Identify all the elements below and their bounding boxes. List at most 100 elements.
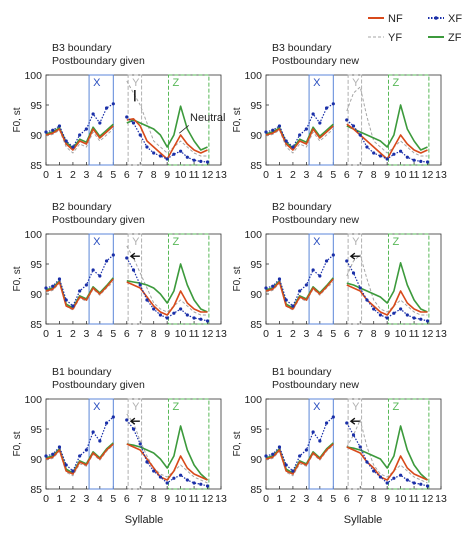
series-xf (264, 253, 430, 323)
xf-point (291, 304, 295, 308)
x-tick-label: 13 (215, 328, 227, 340)
legend-label: XF (448, 13, 462, 25)
series-zf (265, 104, 428, 151)
focus-box-x (88, 398, 114, 490)
series-nf (45, 278, 208, 316)
xf-point (131, 427, 136, 431)
xf-point (131, 121, 136, 125)
panel-subtitle: Postboundary new (272, 55, 359, 67)
y-tick-label: 90 (30, 289, 42, 301)
x-tick-label: 3 (303, 169, 309, 181)
x-tick-label: 5 (110, 169, 116, 181)
series-line-zf (265, 442, 334, 474)
xf-point (185, 313, 189, 317)
x-tick-label: 6 (124, 328, 130, 340)
xf-point (192, 316, 196, 320)
x-tick-label: 5 (330, 493, 336, 505)
series-line-nf (346, 446, 428, 481)
xf-point (172, 476, 176, 480)
xf-point (277, 445, 282, 449)
series-line-nf (126, 118, 208, 160)
x-tick-label: 5 (330, 169, 336, 181)
xf-point (51, 452, 55, 456)
xf-point (78, 454, 82, 458)
xf-point (351, 124, 356, 128)
xf-point (298, 454, 302, 458)
x-tick-label: 2 (70, 328, 76, 340)
y-axis-label: F0, st (232, 107, 243, 132)
x-tick-label: 0 (43, 169, 49, 181)
xf-point (304, 283, 308, 287)
focus-box-label: Z (393, 77, 400, 89)
xf-point (179, 149, 183, 153)
xf-point (179, 473, 183, 477)
focus-box-y (347, 233, 363, 325)
series-line-yf (265, 444, 334, 477)
xf-point (158, 475, 163, 479)
xf-point (345, 421, 349, 425)
xf-point (71, 145, 75, 149)
x-tick-label: 13 (215, 169, 227, 181)
x-tick-label: 9 (164, 493, 170, 505)
x-tick-label: 6 (344, 328, 350, 340)
x-tick-label: 7 (357, 328, 363, 340)
xf-point (324, 106, 329, 110)
xf-point (158, 154, 163, 158)
xf-point (104, 421, 109, 425)
arrow-icon (129, 417, 140, 425)
x-tick-label: 11 (189, 493, 200, 505)
focus-box-label: Z (173, 401, 180, 413)
y-axis-label: F0, st (232, 266, 243, 291)
series-line-yf (265, 128, 334, 154)
series-line-yf (126, 413, 208, 484)
focus-box-label: Z (393, 401, 400, 413)
x-tick-label: 10 (395, 493, 407, 505)
x-tick-label: 7 (137, 493, 143, 505)
xf-point (57, 124, 62, 128)
x-tick-label: 2 (290, 328, 296, 340)
series-line-zf (265, 123, 334, 149)
focus-box-z (168, 398, 210, 490)
xf-point (91, 112, 95, 116)
series-line-zf (126, 263, 208, 313)
legend-label: NF (388, 13, 403, 25)
focus-box-z (388, 74, 430, 166)
series-yf (45, 413, 208, 484)
y-tick-label: 90 (30, 454, 42, 466)
panel-subtitle: Postboundary new (272, 379, 359, 391)
focus-box-y (127, 233, 143, 325)
xf-point (111, 415, 115, 419)
xf-point (378, 475, 383, 479)
xf-point (158, 313, 163, 317)
arrow-icon (349, 252, 360, 260)
xf-point (179, 307, 183, 311)
x-tick-label: 6 (344, 493, 350, 505)
x-tick-label: 1 (277, 493, 283, 505)
x-tick-label: 9 (384, 169, 390, 181)
x-tick-label: 1 (277, 328, 283, 340)
xf-point (331, 102, 335, 106)
xf-point (365, 460, 369, 464)
series-zf (45, 105, 208, 151)
xf-point (358, 286, 362, 290)
focus-box-z (388, 398, 430, 490)
series-line-nf (265, 278, 334, 310)
xf-point (311, 112, 315, 116)
xf-point (277, 124, 282, 128)
panel-subtitle: Postboundary given (52, 214, 145, 226)
xf-point (78, 133, 82, 137)
xf-point (91, 430, 95, 434)
x-tick-label: 12 (422, 328, 434, 340)
xf-point (399, 307, 403, 311)
series-nf (265, 123, 428, 160)
x-tick-label: 9 (384, 328, 390, 340)
x-tick-label: 0 (263, 493, 269, 505)
xf-point (98, 274, 102, 278)
xf-point (44, 286, 48, 290)
series-line-yf (346, 419, 428, 484)
x-tick-label: 12 (422, 169, 434, 181)
x-tick-label: 6 (124, 493, 130, 505)
y-tick-label: 90 (250, 289, 262, 301)
xf-point (365, 298, 369, 302)
